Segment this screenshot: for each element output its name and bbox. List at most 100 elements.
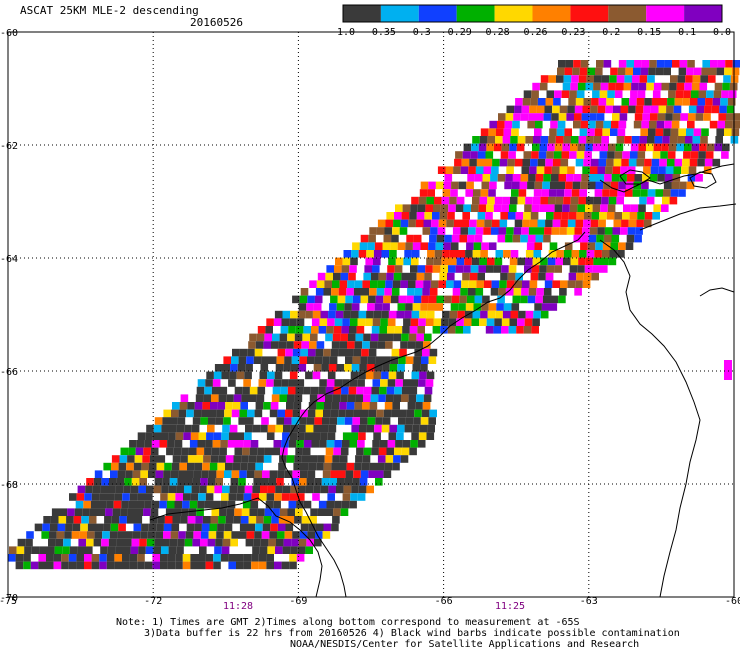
wind-cell bbox=[425, 204, 433, 212]
wind-cell bbox=[291, 356, 300, 364]
wind-cell bbox=[195, 455, 204, 463]
wind-cell bbox=[339, 462, 347, 471]
wind-cell bbox=[701, 128, 709, 136]
wind-cell bbox=[675, 90, 684, 98]
wind-cell bbox=[595, 67, 603, 76]
wind-cell bbox=[111, 516, 120, 524]
wind-cell bbox=[244, 371, 252, 380]
wind-cell bbox=[305, 485, 314, 494]
wind-cell bbox=[163, 409, 171, 418]
wind-cell bbox=[268, 538, 276, 547]
wind-cell bbox=[329, 478, 337, 486]
y-tick-label: -68 bbox=[0, 480, 18, 491]
wind-cell bbox=[463, 143, 472, 152]
wind-cell bbox=[377, 341, 385, 349]
wind-cell bbox=[410, 265, 418, 273]
wind-cell bbox=[428, 417, 436, 425]
wind-cell bbox=[488, 128, 496, 136]
wind-cell bbox=[463, 326, 471, 334]
wind-cell bbox=[536, 288, 544, 296]
wind-cell bbox=[180, 394, 189, 402]
wind-cell bbox=[421, 409, 430, 418]
wind-cell bbox=[536, 105, 545, 114]
wind-cell bbox=[432, 326, 441, 334]
wind-cell bbox=[362, 455, 371, 463]
wind-cell bbox=[390, 295, 399, 304]
wind-cell bbox=[564, 242, 573, 250]
wind-cell bbox=[269, 356, 277, 364]
wind-cell bbox=[291, 478, 299, 486]
wind-cell bbox=[399, 348, 407, 357]
wind-cell bbox=[518, 310, 526, 319]
wind-cell bbox=[272, 508, 280, 516]
wind-cell bbox=[349, 500, 357, 509]
wind-cell bbox=[668, 143, 677, 152]
wind-cell bbox=[264, 508, 273, 516]
wind-cell bbox=[347, 280, 355, 288]
wind-cell bbox=[219, 386, 228, 395]
wind-cell bbox=[244, 432, 252, 440]
wind-cell bbox=[398, 417, 406, 425]
wind-cell bbox=[630, 90, 638, 98]
wind-cell bbox=[91, 561, 100, 570]
wind-cell bbox=[610, 128, 618, 136]
wind-cell bbox=[641, 120, 649, 129]
wind-cell bbox=[140, 470, 148, 478]
wind-cell bbox=[394, 386, 402, 395]
wind-cell bbox=[258, 379, 267, 387]
wind-cell bbox=[285, 409, 293, 418]
wind-cell bbox=[605, 166, 613, 174]
wind-cell bbox=[472, 250, 481, 258]
wind-cell bbox=[298, 424, 306, 433]
wind-cell bbox=[274, 561, 282, 570]
wind-cell bbox=[130, 485, 139, 494]
wind-cell bbox=[239, 531, 247, 539]
wind-cell bbox=[129, 440, 137, 448]
wind-cell bbox=[281, 318, 290, 326]
wind-cell bbox=[708, 75, 716, 83]
wind-cell bbox=[569, 204, 578, 212]
wind-cell bbox=[341, 440, 350, 448]
wind-cell bbox=[570, 82, 578, 91]
wind-cell bbox=[637, 90, 646, 98]
wind-cell bbox=[521, 166, 530, 174]
wind-cell bbox=[411, 257, 419, 266]
wind-cell bbox=[724, 67, 732, 76]
wind-cell bbox=[569, 90, 577, 98]
wind-cell bbox=[600, 82, 609, 91]
wind-cell bbox=[269, 531, 277, 539]
colorbar-swatch bbox=[494, 5, 533, 22]
wind-cell bbox=[317, 394, 325, 402]
wind-cell bbox=[250, 500, 259, 509]
wind-cell bbox=[233, 516, 241, 524]
wind-cell bbox=[276, 478, 284, 486]
wind-cell bbox=[264, 333, 272, 342]
wind-cell bbox=[345, 295, 353, 304]
wind-cell bbox=[673, 105, 682, 114]
wind-cell bbox=[154, 417, 163, 425]
wind-cell bbox=[693, 67, 702, 76]
colorbar-swatch bbox=[456, 5, 495, 22]
wind-cell bbox=[422, 288, 430, 296]
wind-cell bbox=[68, 561, 77, 570]
wind-cell bbox=[487, 257, 495, 266]
wind-cell bbox=[187, 462, 195, 471]
wind-cell bbox=[175, 493, 183, 501]
wind-cell bbox=[182, 500, 190, 509]
wind-cell bbox=[88, 516, 97, 524]
wind-cell bbox=[468, 280, 477, 288]
wind-cell bbox=[558, 174, 567, 182]
wind-cell bbox=[593, 136, 602, 144]
wind-cell bbox=[510, 196, 518, 205]
wind-cell bbox=[448, 204, 456, 212]
wind-cell bbox=[615, 82, 624, 91]
wind-cell bbox=[676, 143, 684, 152]
wind-cell bbox=[369, 462, 377, 471]
wind-cell bbox=[263, 455, 272, 463]
wind-cell bbox=[514, 105, 522, 114]
wind-cell bbox=[424, 386, 433, 395]
wind-cell bbox=[306, 538, 314, 547]
wind-cell bbox=[359, 478, 368, 486]
wind-cell bbox=[476, 158, 485, 167]
wind-cell bbox=[598, 219, 606, 228]
